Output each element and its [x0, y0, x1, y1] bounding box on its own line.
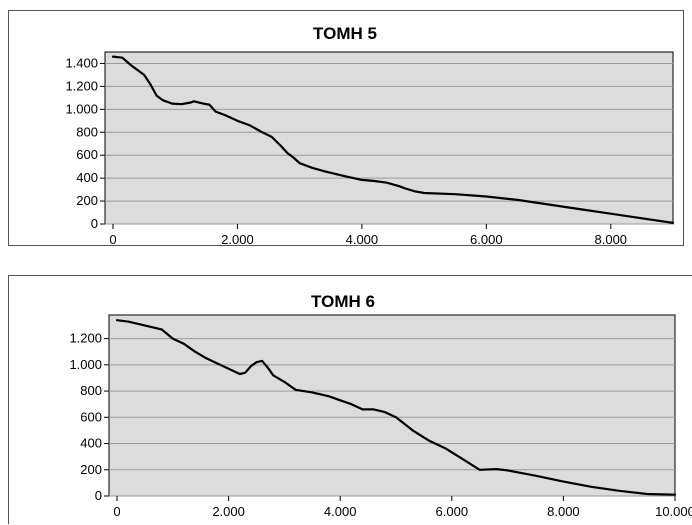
x-tick-label: 10.000 — [655, 504, 692, 519]
y-tick-label: 1.000 — [65, 101, 98, 116]
series-group — [111, 55, 675, 224]
y-tick-label: 400 — [76, 170, 98, 185]
x-tick-label: 2.000 — [221, 232, 254, 247]
x-tick-label: 8.000 — [547, 504, 580, 519]
chart-panel-tomh-6: TOMH 6 0 200 400 600 800 1.000 1.200 0 2.000 4.0… — [8, 275, 692, 524]
y-tick-label: 400 — [80, 436, 102, 451]
y-tick-label: 600 — [80, 409, 102, 424]
x-tick-label: 8.000 — [595, 232, 628, 247]
y-tick-label: 600 — [76, 147, 98, 162]
series-line — [111, 55, 675, 224]
gridlines — [109, 338, 675, 497]
x-tick-label: 2.000 — [212, 504, 245, 519]
x-tick-label: 6.000 — [470, 232, 503, 247]
axis-ticks — [100, 62, 612, 229]
y-tick-label: 1.200 — [69, 331, 102, 346]
y-tick-label: 1.200 — [65, 78, 98, 93]
x-tick-labels: 0 2.000 4.000 6.000 8.000 10.000 — [113, 504, 692, 519]
x-tick-labels: 0 2.000 4.000 6.000 8.000 — [109, 232, 627, 247]
y-tick-label: 1.400 — [65, 55, 98, 70]
y-tick-label: 0 — [95, 488, 102, 503]
x-tick-label: 0 — [109, 232, 116, 247]
y-tick-labels: 0 200 400 600 800 1.000 1.200 — [69, 331, 102, 503]
y-tick-label: 800 — [80, 383, 102, 398]
chart-tomh-5: TOMH 5 0 200 400 600 800 1.000 1.200 1.400 0 2.0… — [65, 24, 675, 247]
chart-tomh-6: TOMH 6 0 200 400 600 800 1.000 1.200 0 2.000 4.0… — [69, 292, 692, 519]
y-tick-label: 200 — [76, 193, 98, 208]
gridlines — [105, 62, 673, 225]
x-tick-label: 0 — [113, 504, 120, 519]
y-tick-label: 1.000 — [69, 357, 102, 372]
y-tick-label: 0 — [91, 216, 98, 231]
chart-title: TOMH 6 — [311, 292, 375, 311]
y-tick-label: 200 — [80, 462, 102, 477]
axis-ticks — [104, 338, 676, 501]
y-tick-labels: 0 200 400 600 800 1.000 1.200 1.400 — [65, 55, 98, 231]
x-tick-label: 4.000 — [346, 232, 379, 247]
x-tick-label: 4.000 — [324, 504, 357, 519]
plot-area — [108, 314, 676, 497]
x-tick-label: 6.000 — [436, 504, 469, 519]
series-group — [115, 319, 677, 496]
series-line — [115, 319, 677, 496]
chart-panel-tomh-5: TOMH 5 0 200 400 600 800 1.000 1.200 1.400 0 2.0… — [8, 10, 684, 247]
y-tick-label: 800 — [76, 124, 98, 139]
chart-title: TOMH 5 — [313, 24, 377, 43]
plot-area — [104, 51, 674, 225]
